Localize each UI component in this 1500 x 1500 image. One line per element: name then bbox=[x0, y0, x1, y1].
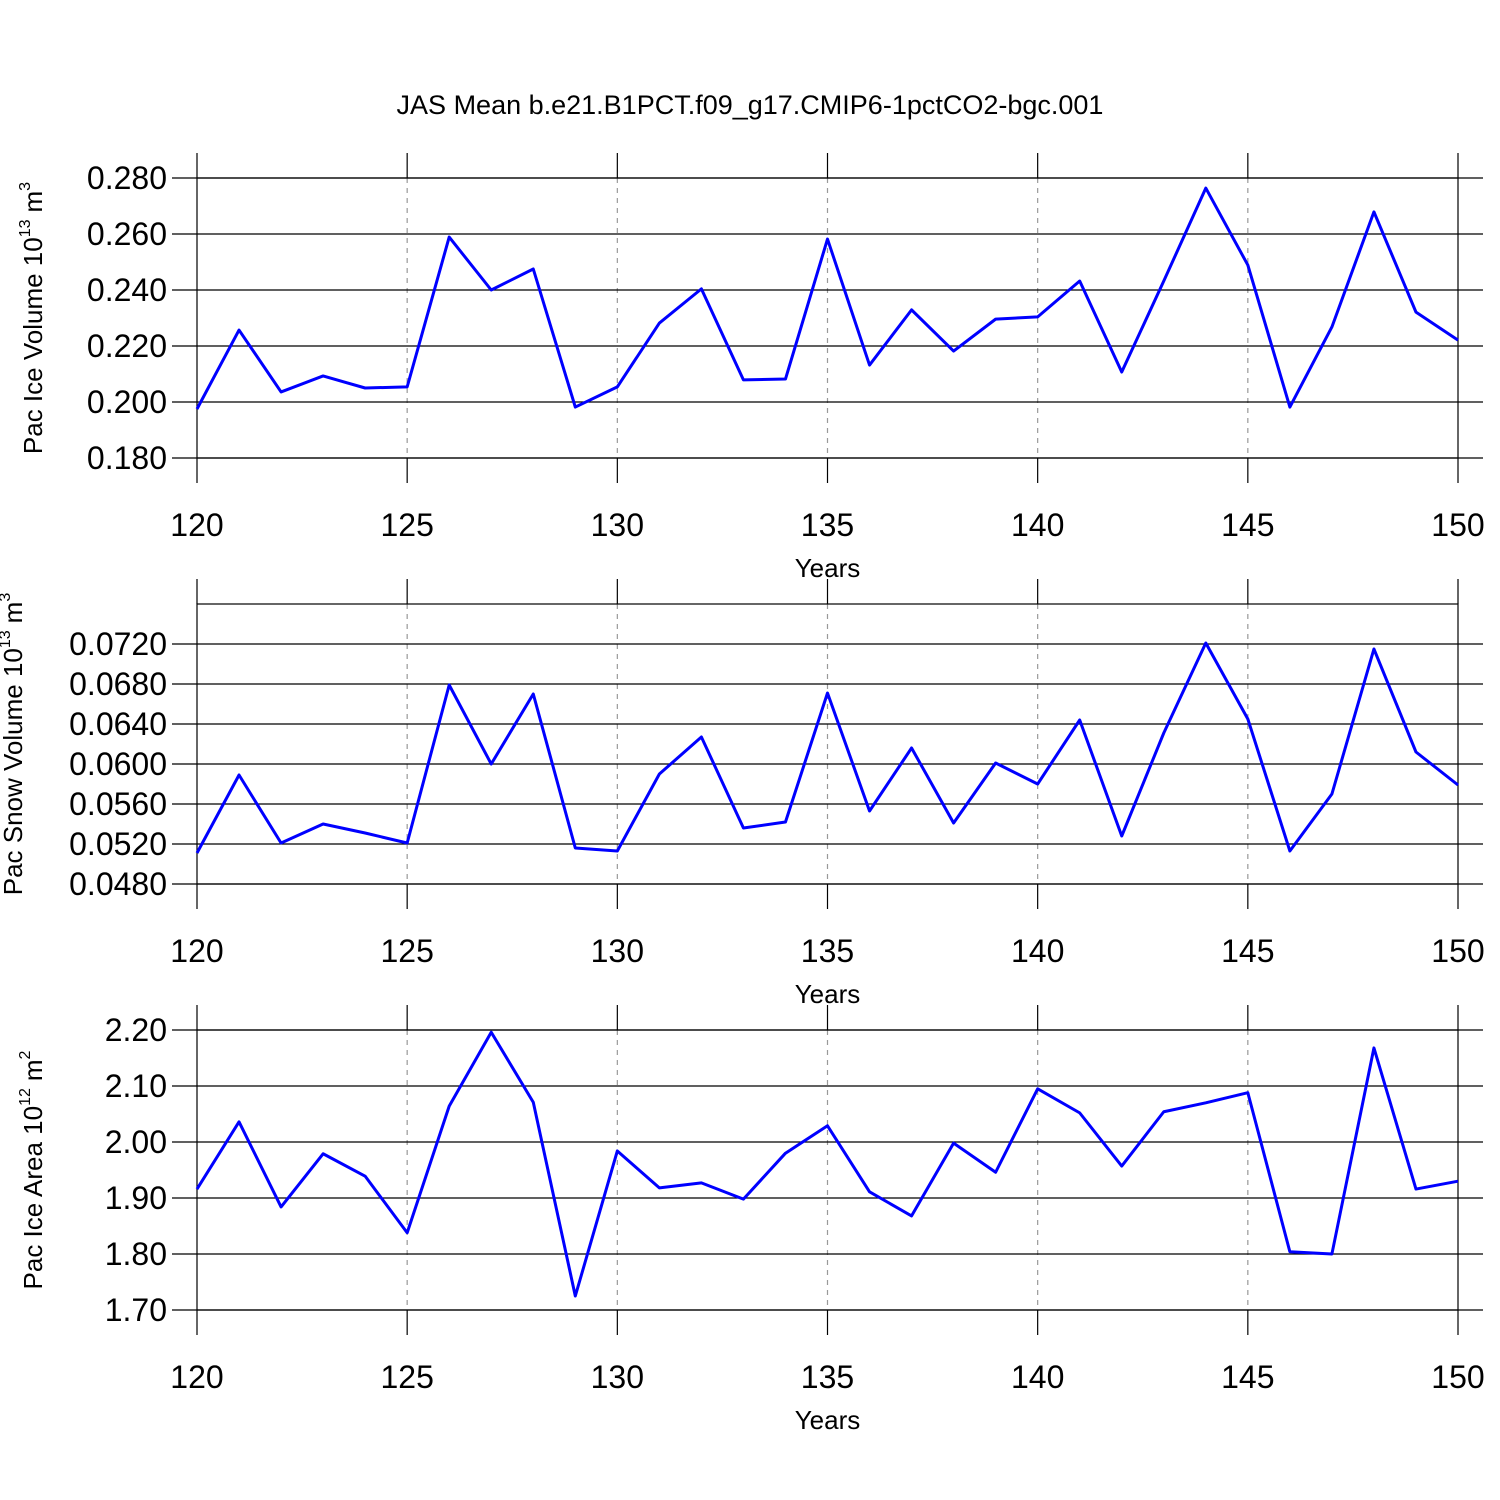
y-tick-label: 2.00 bbox=[105, 1124, 167, 1160]
y-tick-label: 0.0480 bbox=[69, 866, 167, 902]
y-tick-label: 0.220 bbox=[87, 328, 167, 364]
x-tick-label: 145 bbox=[1221, 933, 1274, 969]
y-axis-label: Pac Ice Area 1012 m2 bbox=[17, 1050, 48, 1289]
x-tick-label: 140 bbox=[1011, 1359, 1064, 1395]
y-label-text: Pac Ice Volume 10 bbox=[18, 237, 48, 454]
chart-title: JAS Mean b.e21.B1PCT.f09_g17.CMIP6-1pctC… bbox=[397, 90, 1104, 120]
y-label-exponent: 13 bbox=[17, 219, 34, 237]
x-tick-label: 140 bbox=[1011, 933, 1064, 969]
y-tick-label: 0.180 bbox=[87, 440, 167, 476]
y-axis-label: Pac Snow Volume 1013 m3 bbox=[0, 593, 28, 896]
y-label-unit: m bbox=[18, 191, 48, 213]
x-tick-label: 150 bbox=[1431, 1359, 1484, 1395]
x-axis-label: Years bbox=[795, 979, 861, 1009]
x-tick-label: 145 bbox=[1221, 1359, 1274, 1395]
x-tick-label: 135 bbox=[801, 1359, 854, 1395]
x-tick-label: 120 bbox=[170, 507, 223, 543]
y-label-unit-exponent: 3 bbox=[17, 182, 34, 191]
x-tick-label: 130 bbox=[591, 507, 644, 543]
x-tick-label: 135 bbox=[801, 933, 854, 969]
x-tick-label: 125 bbox=[380, 933, 433, 969]
y-tick-label: 1.90 bbox=[105, 1180, 167, 1216]
y-tick-label: 0.200 bbox=[87, 384, 167, 420]
x-tick-label: 120 bbox=[170, 1359, 223, 1395]
y-tick-label: 1.80 bbox=[105, 1236, 167, 1272]
y-label-text: Pac Snow Volume 10 bbox=[0, 648, 28, 895]
x-tick-label: 145 bbox=[1221, 507, 1274, 543]
x-tick-label: 135 bbox=[801, 507, 854, 543]
x-axis-label: Years bbox=[795, 1405, 861, 1435]
y-tick-label: 0.0720 bbox=[69, 626, 167, 662]
y-label-exponent: 12 bbox=[17, 1088, 34, 1106]
plot-frame bbox=[196, 603, 1459, 885]
y-label-unit-exponent: 2 bbox=[17, 1050, 34, 1059]
y-label-unit-exponent: 3 bbox=[0, 593, 14, 602]
x-tick-label: 120 bbox=[170, 933, 223, 969]
x-tick-label: 125 bbox=[380, 1359, 433, 1395]
data-line bbox=[195, 641, 1459, 854]
y-tick-label: 1.70 bbox=[105, 1292, 167, 1328]
y-tick-label: 0.260 bbox=[87, 216, 167, 252]
plot-frame bbox=[196, 1029, 1459, 1311]
y-tick-label: 2.10 bbox=[105, 1068, 167, 1104]
x-tick-label: 150 bbox=[1431, 507, 1484, 543]
y-tick-label: 2.20 bbox=[105, 1012, 167, 1048]
plot-frame bbox=[196, 177, 1459, 459]
x-axis-label: Years bbox=[795, 553, 861, 583]
x-tick-label: 140 bbox=[1011, 507, 1064, 543]
y-tick-label: 0.0520 bbox=[69, 826, 167, 862]
x-tick-label: 150 bbox=[1431, 933, 1484, 969]
data-line bbox=[195, 1030, 1459, 1298]
y-tick-label: 0.0640 bbox=[69, 706, 167, 742]
y-tick-label: 0.0680 bbox=[69, 666, 167, 702]
x-tick-label: 130 bbox=[591, 933, 644, 969]
y-label-unit: m bbox=[0, 602, 28, 624]
y-tick-label: 0.0600 bbox=[69, 746, 167, 782]
y-tick-label: 0.280 bbox=[87, 160, 167, 196]
y-label-exponent: 13 bbox=[0, 630, 14, 648]
y-axis-label: Pac Ice Volume 1013 m3 bbox=[17, 182, 48, 454]
y-label-text: Pac Ice Area 10 bbox=[18, 1106, 48, 1290]
x-tick-label: 130 bbox=[591, 1359, 644, 1395]
y-tick-label: 0.0560 bbox=[69, 786, 167, 822]
y-tick-label: 0.240 bbox=[87, 272, 167, 308]
y-label-unit: m bbox=[18, 1059, 48, 1081]
data-line bbox=[195, 186, 1459, 410]
x-tick-label: 125 bbox=[380, 507, 433, 543]
